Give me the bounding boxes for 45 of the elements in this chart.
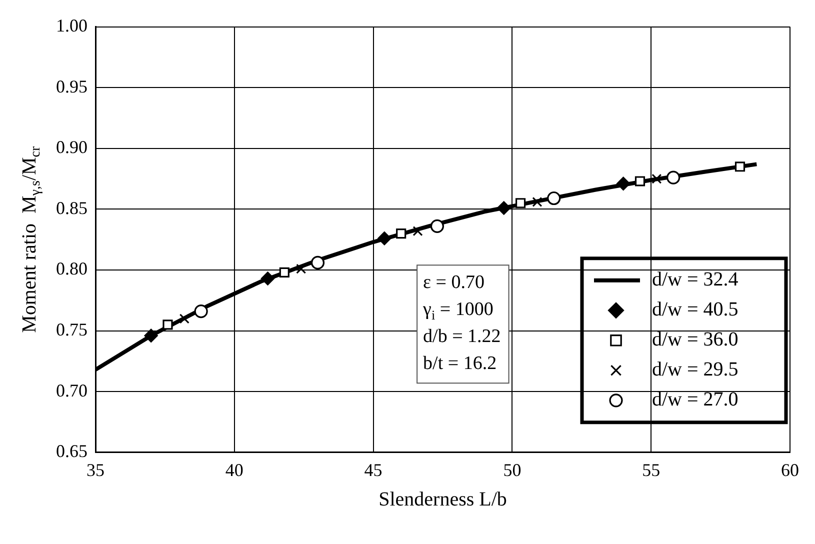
x-axis-title: Slenderness L/b — [378, 488, 507, 511]
point — [515, 198, 526, 208]
point — [179, 314, 190, 324]
y-axis-title: Moment ratio Mγ,s/Mcr — [18, 146, 44, 333]
point — [144, 328, 158, 342]
x-tick-label: 50 — [503, 460, 522, 480]
legend-label: d/w = 32.4 — [652, 268, 738, 291]
point — [547, 191, 561, 206]
point — [634, 176, 646, 186]
annotation: b/t = 16.2 — [423, 353, 497, 374]
point — [652, 174, 662, 184]
point — [378, 232, 392, 246]
y-tick-label: 0.90 — [56, 137, 88, 158]
legend-label: d/w = 36.0 — [652, 328, 738, 351]
point — [532, 196, 542, 207]
y-tick-label: 0.70 — [56, 380, 88, 400]
x-tick-label: 40 — [225, 460, 244, 480]
x-tick-label: 60 — [781, 460, 799, 480]
y-tick-label: 0.95 — [56, 76, 88, 96]
point — [396, 228, 406, 239]
point — [430, 219, 444, 234]
point — [497, 201, 511, 215]
point — [194, 304, 208, 318]
y-tick-label: 0.65 — [56, 441, 88, 462]
annotation: d/b = 1.22 — [423, 326, 501, 348]
legend-label: d/w = 29.5 — [652, 358, 738, 381]
point — [412, 226, 423, 236]
point — [260, 272, 275, 286]
point — [279, 267, 290, 278]
point — [666, 170, 680, 184]
y-tick-label: 0.80 — [56, 258, 88, 279]
y-tick-label: 1.00 — [56, 16, 88, 36]
point — [616, 176, 630, 190]
point — [296, 264, 306, 274]
point — [310, 256, 325, 270]
point — [734, 162, 746, 172]
legend-label: d/w = 27.0 — [652, 388, 738, 411]
legend-label: d/w = 40.5 — [652, 298, 738, 321]
y-tick-label: 0.75 — [56, 320, 88, 340]
annotation: ε = 0.70 — [423, 272, 485, 294]
x-tick-label: 55 — [642, 460, 660, 480]
point — [162, 320, 173, 330]
x-tick-label: 35 — [86, 460, 104, 480]
y-tick-label: 0.85 — [56, 198, 88, 218]
x-tick-label: 45 — [364, 460, 382, 480]
